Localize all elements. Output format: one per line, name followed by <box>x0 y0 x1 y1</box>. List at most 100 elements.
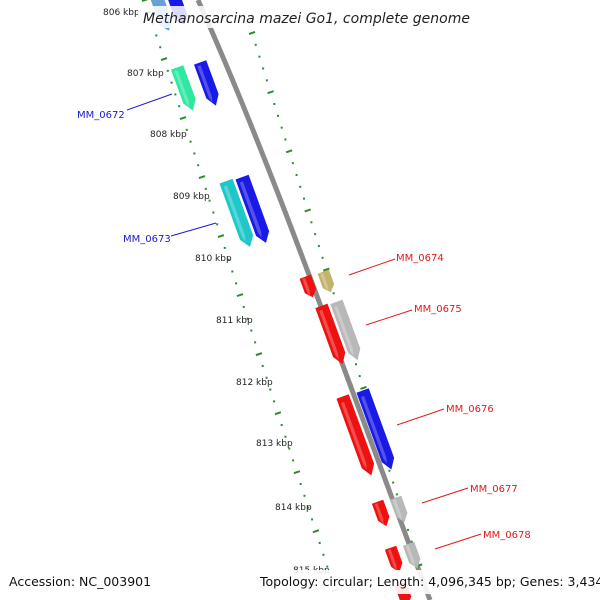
major-tick <box>360 385 367 390</box>
gene-arrow-highlight <box>392 499 402 521</box>
gene-MM_0677[interactable] <box>371 495 408 527</box>
minor-tick <box>358 375 361 378</box>
tick-label: 813 kbp <box>256 439 293 449</box>
gene-arrow-highlight <box>405 545 415 567</box>
minor-tick <box>216 223 219 226</box>
minor-tick <box>185 128 188 131</box>
gene-MM_0676[interactable] <box>336 388 395 476</box>
tick-label: 811 kbp <box>216 316 253 326</box>
gene-label[interactable]: MM_0676 <box>446 404 494 415</box>
leader-line <box>396 408 445 426</box>
gene-arrow-highlight <box>334 305 354 356</box>
gene-arrow[interactable] <box>356 388 395 470</box>
gene-MM_0672[interactable] <box>171 60 219 111</box>
minor-tick <box>284 138 287 141</box>
gene-MM_0675[interactable] <box>315 299 361 365</box>
minor-tick <box>254 341 257 344</box>
minor-tick <box>392 481 395 484</box>
gene-label[interactable]: MM_0678 <box>483 530 531 541</box>
tick-label: 806 kbp <box>103 8 140 18</box>
minor-tick <box>410 540 413 543</box>
minor-tick <box>318 541 321 544</box>
gene-label[interactable]: MM_0674 <box>396 253 444 264</box>
minor-tick <box>212 211 215 214</box>
minor-tick <box>258 55 261 58</box>
gene-arrow[interactable] <box>371 499 390 527</box>
minor-tick <box>317 244 320 247</box>
minor-tick <box>174 93 177 96</box>
gene-arrow-highlight <box>239 181 262 238</box>
minor-tick <box>280 126 283 129</box>
minor-tick <box>231 270 234 273</box>
gene-MM_0674[interactable] <box>299 269 335 298</box>
major-tick <box>179 116 187 120</box>
gene-arrow[interactable] <box>336 394 375 476</box>
minor-tick <box>311 518 314 521</box>
gene-arrow-highlight <box>174 70 190 108</box>
gene-label[interactable]: MM_0675 <box>414 304 462 315</box>
major-tick <box>322 267 330 272</box>
tick-label: 812 kbp <box>236 378 273 388</box>
minor-tick <box>155 34 158 37</box>
leader-line <box>421 487 469 504</box>
major-tick <box>217 234 225 239</box>
major-tick <box>248 31 256 35</box>
gene-arrow[interactable] <box>330 299 361 361</box>
minor-tick <box>159 46 162 49</box>
minor-tick <box>326 565 329 568</box>
minor-tick <box>395 493 398 496</box>
accession-text: Accession: NC_003901 <box>9 574 151 589</box>
gene-MM_0678[interactable] <box>384 541 421 573</box>
minor-tick <box>314 233 317 236</box>
minor-tick <box>321 256 324 259</box>
minor-tick <box>288 447 291 450</box>
minor-tick <box>265 79 268 82</box>
minor-tick <box>284 435 287 438</box>
minor-tick <box>406 528 409 531</box>
gene-arrow[interactable] <box>194 60 219 106</box>
gene-arrow[interactable] <box>384 545 403 573</box>
minor-tick <box>332 292 335 295</box>
minor-tick <box>299 185 302 188</box>
minor-tick <box>208 199 211 202</box>
tick-label: 809 kbp <box>173 192 210 202</box>
gene-arrow[interactable] <box>317 269 335 293</box>
gene-arrow[interactable] <box>235 174 270 243</box>
major-tick <box>141 0 149 2</box>
minor-tick <box>227 258 230 261</box>
gene-arrow[interactable] <box>171 65 196 111</box>
minor-tick <box>242 305 245 308</box>
gene-arrow[interactable] <box>402 541 421 569</box>
minor-tick <box>189 140 192 143</box>
gene-label[interactable]: MM_0677 <box>470 484 518 495</box>
minor-tick <box>265 376 268 379</box>
map-title: Methanosarcina mazei Go1, complete genom… <box>143 11 470 27</box>
minor-tick <box>273 102 276 105</box>
gene-arrow[interactable] <box>315 303 346 365</box>
gene-arrow[interactable] <box>299 274 317 298</box>
gene-arrow-highlight <box>374 503 384 525</box>
minor-tick <box>310 221 313 224</box>
tick-label: 808 kbp <box>150 130 187 140</box>
gene-arrow-highlight <box>223 185 246 242</box>
gene-layer <box>150 0 421 600</box>
footer-backdrop <box>0 570 600 594</box>
minor-tick <box>262 67 265 70</box>
gene-arrow[interactable] <box>389 495 408 523</box>
minor-tick <box>235 282 238 285</box>
gene-label[interactable]: MM_0672 <box>77 110 125 121</box>
major-tick <box>236 293 244 298</box>
gene-MM_0673[interactable] <box>219 174 270 247</box>
gene-arrow-highlight <box>387 549 397 571</box>
gene-arrow-highlight <box>302 277 310 296</box>
leader-line <box>365 309 413 326</box>
minor-tick <box>303 494 306 497</box>
minor-tick <box>302 197 305 200</box>
gene-label[interactable]: MM_0673 <box>123 234 171 245</box>
minor-tick <box>170 81 173 84</box>
minor-tick <box>246 317 249 320</box>
tick-label: 807 kbp <box>127 69 164 79</box>
leader-line <box>170 222 217 237</box>
major-tick <box>285 149 293 154</box>
gene-arrow[interactable] <box>219 178 254 247</box>
